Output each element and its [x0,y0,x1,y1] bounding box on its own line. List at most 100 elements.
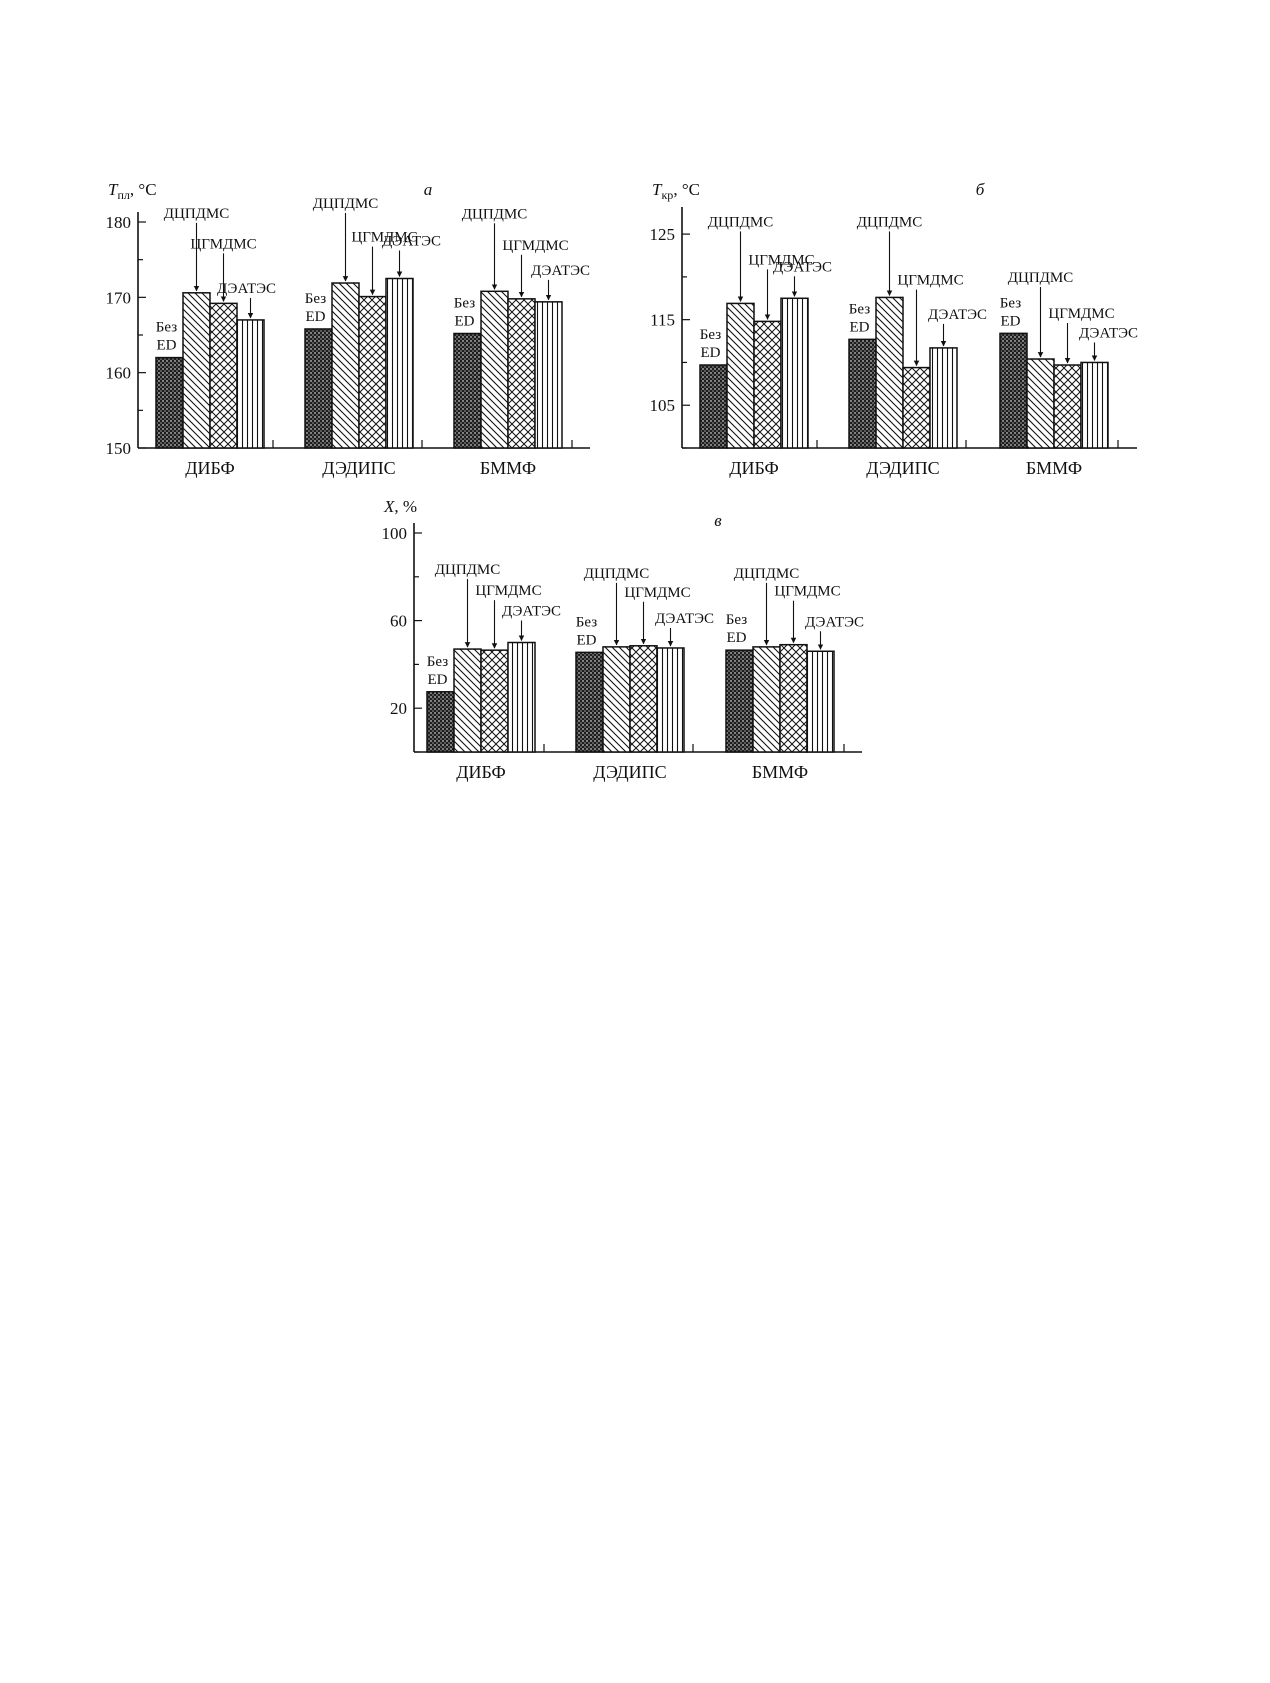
bar-deates [1080,361,1109,449]
bar-deates [236,319,265,449]
series-label-tsgmdms: ЦГМДМС [748,252,814,268]
series-label-line2: ED [850,319,870,335]
panel-c-ylabel-main: X [383,497,395,516]
panel-a-ylabel-sub: пл [117,188,129,202]
y-tick-label: 150 [106,439,132,458]
y-tick-label: 180 [106,213,132,232]
series-label-tsgmdms: ЦГМДМС [624,585,690,601]
series-label-line1: Без [454,295,475,311]
series-label-deates: ДЭАТЭС [805,614,864,630]
bar-dtspdms [331,282,360,449]
panel-b-ylabel-unit: , °C [673,180,700,199]
series-label-line2: ED [727,630,747,646]
y-tick-label: 115 [650,311,675,330]
series-label-line1: Без [576,614,597,630]
bar-bez-ed [848,338,877,449]
series-label-line2: ED [455,313,475,329]
bar-deates [507,641,536,753]
series-label-dtspdms: ДЦПДМС [857,214,922,230]
bar-dtspdms [726,302,755,449]
panel-b: б Tкр, °C 105 115 125 ДИБФ Без ED ДЦПДМС ЦГМДМС… [650,180,1139,478]
x-category-label: БММФ [480,458,536,478]
x-category-label: ДЭДИПС [322,458,395,478]
panel-b-ylabel-sub: кр [661,188,673,202]
series-label-tsgmdms: ЦГМДМС [774,584,840,600]
series-label-line2: ED [701,345,721,361]
series-label-tsgmdms: ЦГМДМС [190,236,256,252]
series-label-deates: ДЭАТЭС [655,611,714,627]
series-label-tsgmdms: ЦГМДМС [475,583,541,599]
bar-tsgmdms [507,298,536,449]
bar-tsgmdms [358,295,387,449]
y-tick-label: 125 [650,225,676,244]
bar-bez-ed [999,332,1028,449]
bar-dtspdms [182,292,211,449]
bar-bez-ed [725,649,754,753]
series-label-deates: ДЭАТЭС [773,259,832,275]
series-label-line1: Без [849,301,870,317]
x-category-label: ДИБФ [185,458,235,478]
series-label-line1: Без [305,291,326,307]
bar-dtspdms [875,296,904,449]
panel-b-ylabel: Tкр, °C [652,180,700,202]
y-tick-label: 100 [382,524,408,543]
x-category-label: ДИБФ [729,458,779,478]
bar-tsgmdms [480,649,509,753]
series-label-deates: ДЭАТЭС [531,263,590,279]
panel-b-letter: б [976,180,985,199]
series-label-line1: Без [1000,295,1021,311]
series-label-dtspdms: ДЦПДМС [584,566,649,582]
series-label-dtspdms: ДЦПДМС [734,566,799,582]
y-tick-label: 160 [106,364,132,383]
bar-dtspdms [453,648,482,753]
bar-dtspdms [602,646,631,753]
panel-a-ylabel-unit: , °C [130,180,157,199]
series-label-tsgmdms: ЦГМДМС [351,230,417,246]
y-tick-label: 170 [106,288,132,307]
bar-deates [929,347,958,449]
series-label-dtspdms: ДЦПДМС [462,206,527,222]
series-label-deates: ДЭАТЭС [502,604,561,620]
bar-deates [656,647,685,753]
bar-bez-ed [426,691,455,753]
bar-dtspdms [752,646,781,753]
series-label-line2: ED [306,309,326,325]
bar-tsgmdms [629,645,658,753]
panel-a: а Tпл, °C 150 160 170 180 ДИБФ Без ED ДЦПДМС ЦГМ… [106,180,591,478]
bar-bez-ed [453,332,482,449]
panel-a-ylabel: Tпл, °C [108,180,157,202]
series-label-tsgmdms: ЦГМДМС [1048,306,1114,322]
panel-c-ylabel: X, % [383,497,417,516]
series-label-deates: ДЭАТЭС [1079,325,1138,341]
series-label-deates: ДЭАТЭС [928,307,987,323]
bar-tsgmdms [209,302,238,449]
bar-tsgmdms [902,366,931,449]
bar-deates [385,277,414,449]
series-label-line2: ED [157,338,177,354]
y-tick-label: 20 [390,699,407,718]
bar-deates [534,301,563,449]
series-label-dtspdms: ДЦПДМС [708,214,773,230]
series-label-tsgmdms: ЦГМДМС [897,273,963,289]
x-category-label: ДЭДИПС [866,458,939,478]
series-label-line1: Без [427,654,448,670]
y-tick-label: 105 [650,396,676,415]
bar-bez-ed [575,651,604,753]
bar-tsgmdms [753,320,782,449]
panel-c-letter: в [714,511,722,530]
x-category-label: БММФ [752,762,808,782]
bar-deates [806,650,835,753]
series-label-dtspdms: ДЦПДМС [435,562,500,578]
series-label-tsgmdms: ЦГМДМС [502,238,568,254]
series-label-dtspdms: ДЦПДМС [313,196,378,212]
series-label-deates: ДЭАТЭС [217,281,276,297]
series-label-line1: Без [156,320,177,336]
panel-c: в X, % 20 60 100 ДИБФ Без ED ДЦПДМС ЦГМДМС ДЭАТЭ… [382,497,865,782]
series-label-line2: ED [1001,313,1021,329]
y-tick-label: 60 [390,612,407,631]
series-label-line1: Без [726,612,747,628]
bar-tsgmdms [779,643,808,753]
series-label-line2: ED [577,632,597,648]
bar-dtspdms [480,290,509,449]
